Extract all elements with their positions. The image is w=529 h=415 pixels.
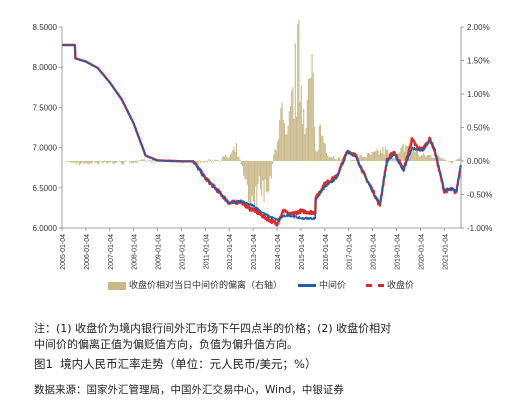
legend: 收盘价相对当日中间价的偏离（右轴） 中间价 收盘价	[108, 279, 528, 293]
x-tick-label: 2011-01-04	[203, 234, 210, 269]
right-axis-ticks: -1.00% -0.50% 0.00% 0.50% 1.00% 1.50% 2.00%	[461, 23, 492, 233]
right-tick-label: -1.00%	[467, 224, 492, 233]
x-tick-label: 2016-01-04	[323, 234, 330, 270]
legend-label: 收盘价	[387, 281, 415, 291]
x-tick-label: 2019-01-04	[394, 234, 401, 270]
note-line: 注：(1) 收盘价为境内银行间外汇市场下午四点半的价格；(2) 收盘价相对	[34, 322, 392, 335]
chart-note: 注：(1) 收盘价为境内银行间外汇市场下午四点半的价格；(2) 收盘价相对 中间…	[34, 321, 514, 353]
x-tick-label: 2018-01-04	[371, 234, 378, 270]
x-tick-label: 2007-01-04	[108, 234, 115, 270]
note-line: 中间价的偏离正值为偏贬值方向，负值为偏升值方向。	[34, 338, 298, 351]
central-parity-line	[61, 44, 462, 221]
figure-caption: 图1 境内人民币汇率走势（单位：元人民币/美元；%）	[34, 356, 316, 372]
right-tick-label: -0.50%	[467, 191, 492, 200]
x-tick-label: 2015-01-04	[299, 234, 306, 270]
deviation-area-series	[63, 19, 462, 212]
right-tick-label: 1.00%	[467, 90, 490, 99]
data-source: 数据来源：国家外汇管理局，中国外汇交易中心，Wind，中银证券	[34, 384, 344, 396]
x-tick-label: 2014-01-04	[275, 234, 282, 270]
x-tick-label: 2020-01-04	[418, 234, 425, 270]
left-tick-label: 6.5000	[33, 184, 58, 193]
x-tick-label: 2017-01-04	[347, 234, 354, 270]
legend-label: 中间价	[319, 281, 347, 291]
x-tick-label: 2012-01-04	[227, 234, 234, 270]
exchange-rate-chart: 6.0000 6.5000 7.0000 7.5000 8.0000 8.5000 -1.…	[33, 19, 492, 270]
right-tick-label: 2.00%	[467, 23, 490, 32]
legend-swatch-line	[298, 284, 316, 287]
left-tick-label: 8.0000	[33, 63, 58, 72]
left-tick-label: 7.0000	[33, 144, 58, 153]
legend-item-deviation: 收盘价相对当日中间价的偏离（右轴）	[108, 279, 282, 293]
x-tick-label: 2010-01-04	[179, 234, 186, 270]
left-tick-label: 8.5000	[33, 23, 58, 32]
figure-label: 图1	[34, 357, 53, 371]
legend-swatch-area	[108, 281, 126, 290]
left-axis-ticks: 6.0000 6.5000 7.0000 7.5000 8.0000 8.5000	[33, 23, 62, 233]
x-tick-label: 2009-01-04	[156, 234, 163, 270]
figure-title: 境内人民币汇率走势（单位：元人民币/美元；%）	[60, 357, 317, 371]
x-tick-label: 2013-01-04	[251, 234, 258, 270]
right-tick-label: 1.50%	[467, 57, 490, 66]
right-tick-label: 0.50%	[467, 124, 490, 133]
axes	[61, 27, 462, 229]
x-tick-label: 2008-01-04	[132, 234, 139, 270]
legend-item-central-parity: 中间价	[298, 279, 346, 293]
legend-swatch-dashed-line	[366, 284, 384, 287]
x-tick-label: 2021-01-04	[442, 234, 449, 270]
left-tick-label: 7.5000	[33, 103, 58, 112]
x-tick-label: 2006-01-04	[84, 234, 91, 270]
right-tick-label: 0.00%	[467, 157, 490, 166]
legend-item-closing-price: 收盘价	[366, 279, 414, 293]
closing-price-line	[61, 43, 463, 227]
x-axis-ticks: 2005-01-04 2006-01-04 2007-01-04 2008-01-04…	[60, 228, 449, 270]
left-tick-label: 6.0000	[33, 224, 58, 233]
x-tick-label: 2005-01-04	[60, 234, 67, 270]
rate-line-series	[61, 43, 463, 227]
legend-label: 收盘价相对当日中间价的偏离（右轴）	[129, 281, 283, 291]
